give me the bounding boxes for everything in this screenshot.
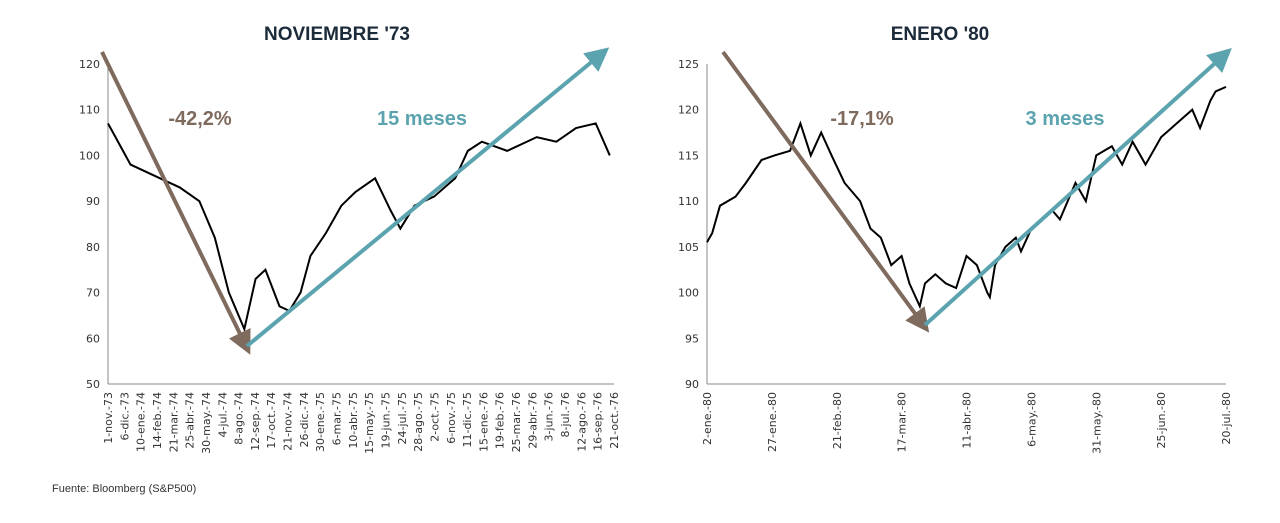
- x-tick-label: 30-may.-74: [200, 392, 213, 454]
- x-tick-label: 8-jul.-76: [559, 392, 572, 438]
- y-tick-label: 110: [678, 195, 699, 208]
- y-tick-label: 100: [79, 149, 100, 162]
- x-tick-label: 25-jun.-80: [1155, 392, 1168, 448]
- x-tick-label: 12-sep.-74: [249, 392, 262, 451]
- x-tick-label: 6-may.-80: [1025, 392, 1038, 447]
- x-tick-label: 8-ago.-74: [233, 392, 246, 445]
- x-tick-label: 10-ene.-74: [135, 392, 148, 452]
- y-tick-label: 110: [79, 104, 100, 117]
- y-tick-label: 100: [678, 287, 699, 300]
- y-tick-label: 50: [86, 378, 100, 391]
- x-tick-label: 21-mar.-74: [167, 392, 180, 452]
- y-tick-label: 120: [678, 104, 699, 117]
- x-tick-label: 12-ago.-76: [575, 392, 588, 452]
- x-tick-label: 25-abr.-74: [184, 392, 197, 449]
- y-tick-label: 90: [86, 195, 100, 208]
- x-tick-label: 6-nov.-75: [445, 392, 458, 444]
- x-tick-label: 17-mar.-80: [896, 392, 909, 452]
- chart-title: ENERO '80: [891, 24, 990, 45]
- drawdown-arrow: [100, 51, 251, 355]
- series-line: [706, 85, 1227, 310]
- x-tick-label: 19-feb.-76: [494, 392, 507, 449]
- x-tick-label: 29-abr.-76: [526, 392, 539, 449]
- drawdown-arrow: [721, 50, 930, 333]
- x-tick-label: 25-mar.-76: [510, 392, 523, 452]
- x-tick-label: 3-jun.-76: [543, 392, 556, 441]
- x-tick-label: 2-ene.-80: [701, 392, 714, 445]
- x-tick-label: 31-may.-80: [1090, 392, 1103, 454]
- x-tick-label: 6-mar.-75: [331, 392, 344, 445]
- chart-0: NOVIEMBRE '73 50 60 70 80 90 100 110 120 1-nov.-7…: [79, 24, 621, 454]
- x-tick-label: 15-may.-75: [363, 392, 376, 454]
- chart-1: ENERO '80 90 95 100 105 110 115 120 125 2-ene.-80…: [678, 24, 1233, 454]
- x-tick-label: 14-feb.-74: [151, 392, 164, 449]
- x-tick-label: 28-ago.-75: [412, 392, 425, 452]
- x-tick-label: 19-jun.-75: [379, 392, 392, 448]
- drawdown-label: -42,2%: [168, 108, 232, 130]
- x-tick-label: 1-nov.-73: [102, 392, 115, 444]
- recovery-label: 15 meses: [377, 108, 467, 130]
- y-tick-label: 120: [79, 58, 100, 71]
- source-note: Fuente: Bloomberg (S&P500): [52, 483, 197, 495]
- x-tick-label: 15-ene.-76: [477, 392, 490, 452]
- x-tick-label: 30-ene.-75: [314, 392, 327, 452]
- x-tick-label: 21-feb.-80: [831, 392, 844, 449]
- x-tick-label: 20-jul.-80: [1220, 392, 1233, 445]
- x-tick-label: 4-jul.-74: [216, 392, 229, 438]
- y-tick-label: 90: [685, 378, 699, 391]
- x-tick-label: 21-nov.-74: [282, 392, 295, 451]
- y-tick-label: 115: [678, 149, 699, 162]
- y-tick-label: 105: [678, 241, 699, 254]
- series-line: [107, 122, 611, 333]
- x-tick-label: 10-abr.-75: [347, 392, 360, 449]
- x-tick-label: 11-abr.-80: [961, 392, 974, 449]
- y-tick-label: 95: [685, 332, 699, 345]
- drawdown-label: -17,1%: [830, 108, 894, 130]
- recovery-arrow: [923, 47, 1232, 327]
- y-tick-label: 60: [86, 332, 100, 345]
- y-tick-label: 125: [678, 58, 699, 71]
- x-tick-label: 16-sep.-76: [592, 392, 605, 451]
- x-tick-label: 26-dic.-74: [298, 392, 311, 448]
- y-tick-label: 80: [86, 241, 100, 254]
- x-tick-label: 2-oct.-75: [428, 392, 441, 442]
- recovery-label: 3 meses: [1026, 108, 1105, 130]
- y-tick-label: 70: [86, 287, 100, 300]
- recovery-arrow: [245, 47, 610, 348]
- x-tick-label: 11-dic.-75: [461, 392, 474, 448]
- chart-title: NOVIEMBRE '73: [264, 24, 410, 45]
- x-tick-label: 6-dic.-73: [118, 392, 131, 441]
- x-tick-label: 27-ene.-80: [766, 392, 779, 452]
- x-tick-label: 21-oct.-76: [608, 392, 621, 449]
- x-tick-label: 17-oct.-74: [265, 392, 278, 449]
- x-tick-label: 24-jul.-75: [396, 392, 409, 445]
